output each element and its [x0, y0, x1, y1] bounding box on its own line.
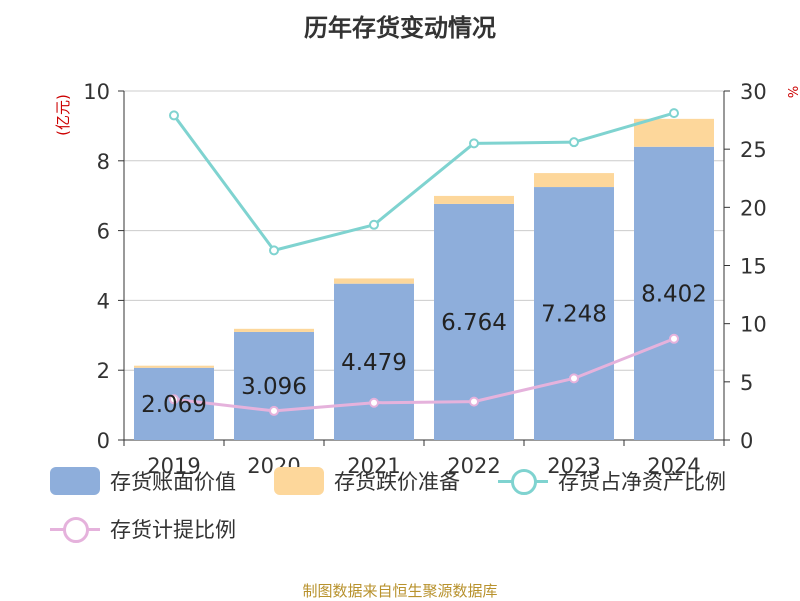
- provision-ratio-point: [269, 405, 279, 416]
- bar-data-label: 3.096: [241, 374, 307, 400]
- y-right-tick-label: 30: [740, 80, 767, 104]
- y-left-tick-label: 10: [83, 80, 110, 104]
- net-asset-ratio-point: [369, 219, 379, 230]
- bar-impairment: [334, 278, 414, 284]
- bar-data-label: 6.764: [441, 310, 507, 336]
- bar-impairment: [534, 173, 614, 188]
- bar-book-value: [234, 331, 314, 440]
- provision-ratio-point: [369, 397, 379, 408]
- legend-item-net-asset-ratio[interactable]: 存货占净资产比例: [498, 466, 726, 496]
- legend-item-provision-ratio[interactable]: 存货计提比例: [50, 514, 236, 544]
- y-right-tick-label: 0: [740, 429, 753, 453]
- bar-impairment: [234, 328, 314, 332]
- provision-ratio-point: [469, 396, 479, 407]
- y-right-tick-label: 25: [740, 138, 767, 162]
- legend-swatch-net-asset-ratio: [498, 467, 548, 495]
- net-asset-ratio-point: [169, 110, 179, 121]
- y-left-unit-label: (亿元): [54, 94, 72, 136]
- legend-label-net-asset-ratio: 存货占净资产比例: [558, 470, 726, 494]
- bar-book-value: [634, 146, 714, 440]
- y-left-tick-label: 0: [97, 429, 110, 453]
- y-right-unit-label: %: [787, 86, 800, 98]
- legend-label-impairment: 存货跌价准备: [334, 470, 460, 494]
- y-left-tick-label: 8: [97, 150, 110, 174]
- provision-ratio-point: [569, 373, 579, 384]
- provision-ratio-point: [169, 394, 179, 405]
- net-asset-ratio-point: [669, 108, 679, 119]
- y-right-tick-label: 20: [740, 196, 767, 220]
- chart-title: 历年存货变动情况: [304, 14, 496, 42]
- bar-data-label: 2.069: [141, 392, 207, 418]
- legend-swatch-book-value: [50, 467, 100, 495]
- y-left-tick-label: 2: [97, 359, 110, 383]
- bar-data-label: 4.479: [341, 350, 407, 376]
- net-asset-ratio-line: [172, 111, 675, 252]
- x-tick-label: 2019: [147, 454, 200, 478]
- bar-book-value: [334, 283, 414, 440]
- legend-swatch-provision-ratio: [50, 515, 100, 543]
- net-asset-ratio-point: [569, 137, 579, 148]
- legend-label-provision-ratio: 存货计提比例: [110, 518, 236, 542]
- x-tick-label: 2022: [447, 454, 500, 478]
- y-left-tick-label: 6: [97, 220, 110, 244]
- legend-item-impairment[interactable]: 存货跌价准备: [274, 466, 460, 496]
- x-tick-label: 2021: [347, 454, 400, 478]
- bar-data-label: 7.248: [541, 302, 607, 328]
- y-left-tick-label: 4: [97, 289, 110, 313]
- y-right-tick-label: 10: [740, 313, 767, 337]
- y-right-tick-label: 5: [740, 371, 753, 395]
- y-right-tick-label: 15: [740, 255, 767, 279]
- net-asset-ratio-point: [269, 245, 279, 256]
- legend-label-book-value: 存货账面价值: [110, 470, 236, 494]
- legend-item-book-value[interactable]: 存货账面价值: [50, 466, 236, 496]
- x-tick-label: 2023: [547, 454, 600, 478]
- bar-impairment: [434, 195, 514, 204]
- bar-impairment: [134, 365, 214, 368]
- legend-swatch-impairment: [274, 467, 324, 495]
- bar-book-value: [534, 187, 614, 440]
- source-note: 制图数据来自恒生聚源数据库: [302, 582, 498, 600]
- net-asset-ratio-point: [469, 138, 479, 149]
- x-tick-label: 2024: [647, 454, 700, 478]
- bar-data-label: 8.402: [641, 281, 707, 307]
- provision-ratio-line: [173, 337, 675, 413]
- bar-impairment: [634, 118, 714, 147]
- provision-ratio-point: [669, 333, 679, 344]
